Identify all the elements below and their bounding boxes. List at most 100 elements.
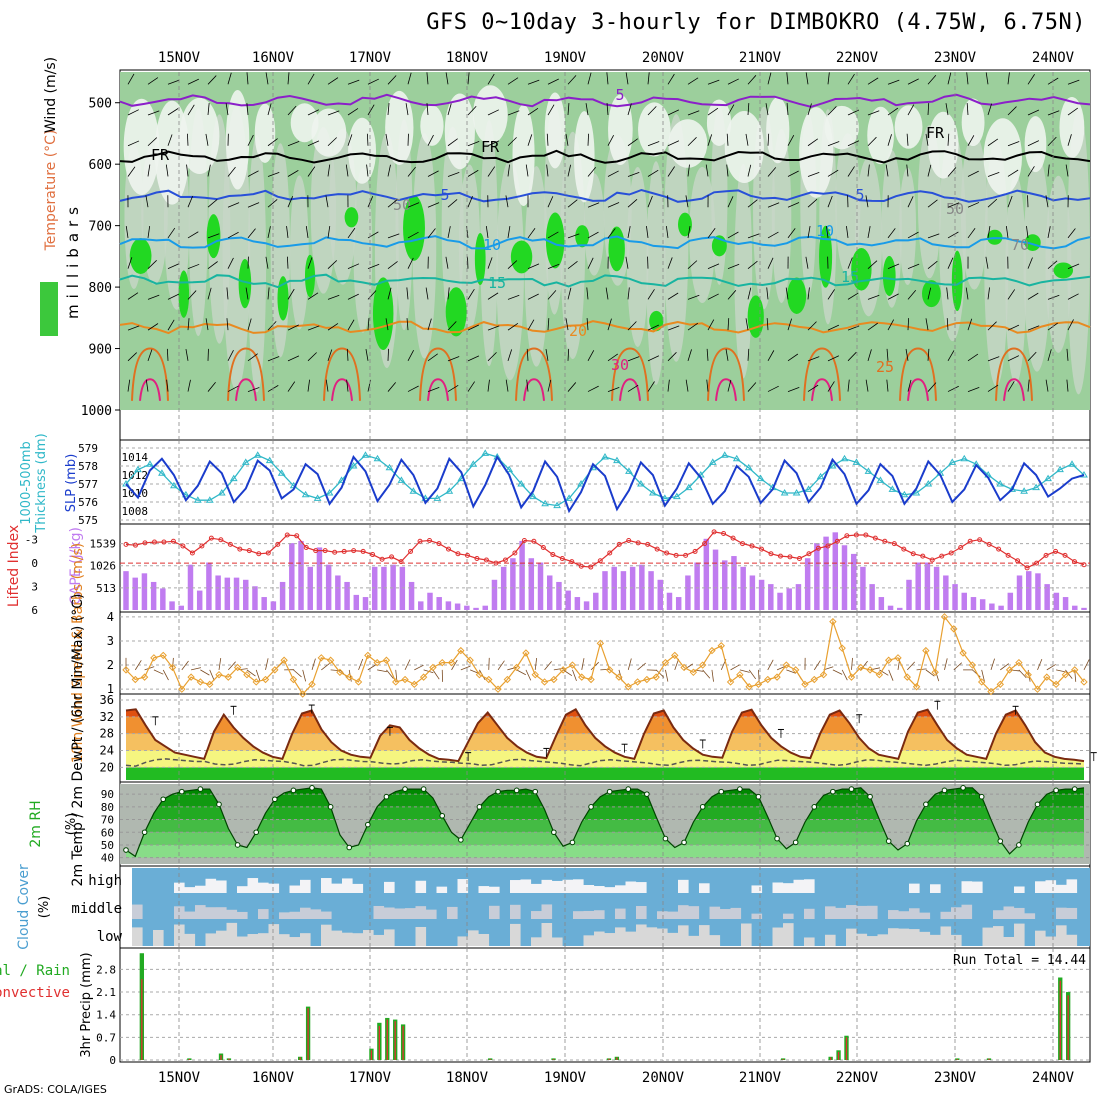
contour-label: 50 [393, 196, 411, 214]
rh-point [662, 835, 669, 842]
wind-barb [485, 225, 489, 238]
rh-very-dry-region [444, 93, 475, 170]
wind-barb [807, 226, 811, 238]
li-point [1024, 565, 1030, 571]
wind-barb [827, 289, 835, 300]
thickness-tick-label: 576 [78, 496, 98, 509]
wind-barb [730, 664, 740, 671]
wind-barb [387, 164, 391, 177]
rh-point [141, 829, 148, 836]
cape-bar [804, 558, 811, 610]
wind-barb [687, 110, 700, 116]
wind-barb [847, 257, 853, 269]
dewpoint-line [125, 758, 1085, 767]
wind-barb [767, 231, 779, 239]
cloud-block [1056, 907, 1067, 919]
wind-barb [425, 287, 429, 300]
cloud-block [751, 885, 763, 893]
wind-barb [247, 170, 259, 177]
wind-barb [947, 385, 959, 392]
wind-barb [807, 138, 819, 147]
cape-bar [390, 564, 396, 610]
rh-point [885, 838, 892, 844]
wind-barb [687, 260, 698, 269]
isotherm-30 [523, 378, 545, 401]
wind-barb [1047, 136, 1057, 147]
temp-line [125, 707, 1085, 763]
rh-point [588, 804, 594, 810]
data-point [613, 456, 621, 464]
wind-barb [207, 287, 212, 300]
cape-bar [132, 577, 138, 610]
li-point [341, 548, 347, 554]
cape-bar [123, 571, 129, 610]
cloud-block [478, 886, 490, 893]
isotherm-30 [139, 378, 161, 401]
wind-barb [647, 381, 655, 392]
li-point [313, 548, 319, 554]
li-point [967, 538, 973, 544]
wind-barb [585, 103, 589, 116]
li-point [702, 541, 708, 547]
wind-barb [586, 318, 589, 331]
wind-speed-point [615, 673, 623, 681]
wind-barb [647, 72, 650, 85]
wind-barb [447, 356, 460, 362]
wind-barb [145, 379, 149, 392]
precip-tick-label: 2.1 [96, 986, 116, 999]
rh-point [346, 844, 353, 851]
wind-barb [1007, 72, 1010, 85]
wind-barb [787, 318, 793, 331]
cape-bar [270, 601, 277, 610]
cloud-block [153, 929, 164, 946]
wind-tick-label: 2 [107, 658, 114, 672]
wind-barb [1027, 379, 1030, 392]
wind-barb [245, 287, 249, 300]
wind-barb [711, 669, 714, 682]
wind-barb [467, 195, 473, 208]
precip-tick-label: 0 [109, 1054, 116, 1067]
wind-barb [207, 233, 220, 239]
rh-moist-region [238, 259, 252, 309]
li-point [825, 543, 831, 549]
cloud-block [1024, 913, 1036, 919]
cape-bar [353, 594, 360, 610]
li-point [692, 548, 698, 554]
wind-barb [907, 104, 915, 116]
wind-speed-point [178, 685, 186, 693]
cape-bar [381, 566, 387, 610]
wind-barb [447, 103, 452, 116]
cape-bar [160, 588, 166, 610]
date-label-bottom: 16NOV [252, 1070, 295, 1086]
wind-barb [1009, 669, 1020, 672]
rh-point [699, 804, 706, 810]
wind-barb [167, 108, 179, 116]
wind-barb [726, 164, 729, 177]
contour-label: 5 [440, 186, 449, 204]
data-point [158, 469, 166, 476]
wind-barb [406, 318, 409, 331]
wind-barb [705, 164, 709, 177]
li-point [834, 538, 840, 544]
data-point [313, 494, 322, 501]
wind-barb [827, 106, 837, 116]
wind-barb [927, 287, 932, 300]
li-point [1081, 562, 1087, 568]
li-point [1043, 552, 1049, 558]
rh-dry-region [689, 166, 716, 304]
rh-moist-region [474, 232, 486, 285]
data-point [1008, 485, 1017, 492]
wind-speed-point [215, 670, 223, 679]
li-point [597, 558, 603, 564]
wind-barb [747, 103, 750, 116]
cape-bar [169, 601, 175, 610]
wind-barb [727, 196, 734, 208]
wind-barb [547, 263, 560, 270]
li-point [379, 556, 385, 562]
li-point [417, 538, 423, 544]
wind-barb [166, 379, 169, 392]
wind-barb [527, 79, 540, 85]
wind-speed-point [987, 687, 995, 696]
cape-bar [500, 566, 507, 610]
cape-bar [196, 590, 203, 610]
